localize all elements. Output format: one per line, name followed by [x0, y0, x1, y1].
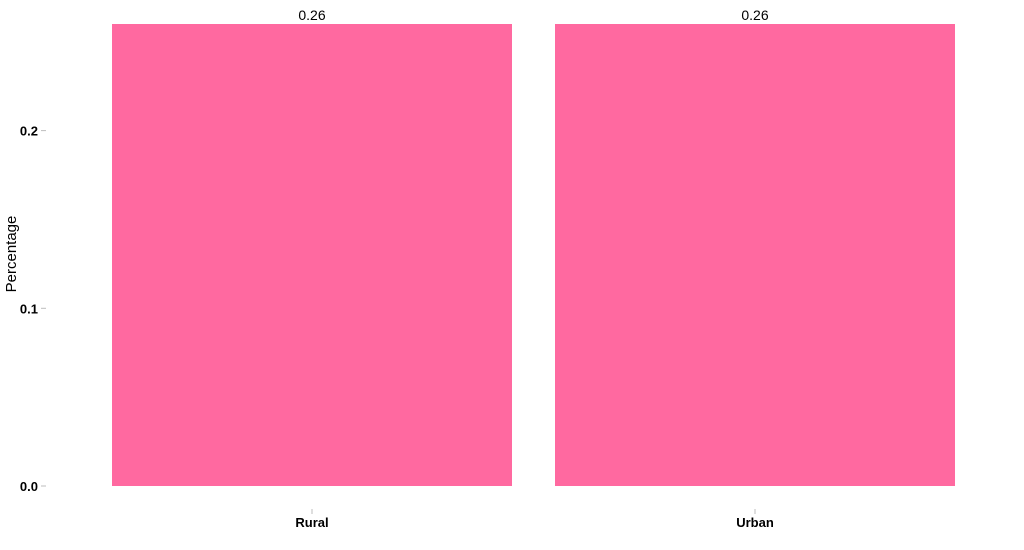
- data-labels: 0.26 0.26: [298, 7, 768, 23]
- y-tick-label: 0.1: [20, 301, 38, 316]
- y-axis: 0.0 0.1 0.2: [20, 124, 46, 494]
- bars: [112, 24, 955, 486]
- x-axis: Rural Urban: [295, 509, 774, 530]
- x-tick-label-urban: Urban: [736, 515, 774, 530]
- data-label-rural: 0.26: [298, 7, 325, 23]
- data-label-urban: 0.26: [741, 7, 768, 23]
- bar-rural: [112, 24, 512, 486]
- y-axis-title: Percentage: [3, 216, 20, 293]
- y-tick-label: 0.2: [20, 124, 38, 139]
- y-tick-label: 0.0: [20, 479, 38, 494]
- bar-urban: [555, 24, 955, 486]
- x-tick-label-rural: Rural: [295, 515, 328, 530]
